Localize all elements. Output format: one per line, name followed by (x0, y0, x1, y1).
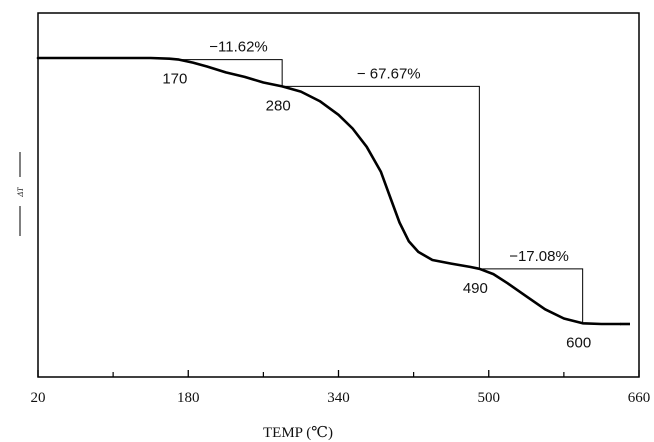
y-axis-label-group: ΔT (16, 152, 25, 236)
x-tick-label-660: 660 (628, 390, 651, 406)
temp-label-600: 600 (566, 334, 591, 351)
x-axis-label: TEMP (℃) (263, 425, 333, 441)
annotations: 170 280 490 600 −11.62% − 67.67% −17.08% (162, 39, 591, 352)
x-tick-label-20: 20 (31, 390, 46, 406)
series-line (36, 56, 622, 326)
step-lines (178, 59, 584, 324)
temp-label-170: 170 (162, 71, 187, 88)
mass-loss-label-4: −11.62% (209, 39, 268, 56)
temp-label-280: 280 (266, 97, 291, 114)
x-axis-tick-labels: 20 180 340 500 660 (31, 390, 651, 406)
x-tick-label-180: 180 (177, 390, 200, 406)
step-line-6 (479, 268, 584, 324)
step-line-4 (178, 59, 283, 87)
x-tick-label-340: 340 (327, 390, 350, 406)
x-axis-ticks (37, 370, 640, 377)
mass-loss-label-6: −17.08% (509, 248, 569, 265)
x-tick-label-500: 500 (478, 390, 501, 406)
step-line-5 (282, 85, 480, 269)
y-axis-label: ΔT (16, 187, 25, 198)
mass-loss-label-5: − 67.67% (357, 65, 421, 82)
temp-label-490: 490 (463, 280, 488, 297)
plot-frame (37, 12, 640, 378)
